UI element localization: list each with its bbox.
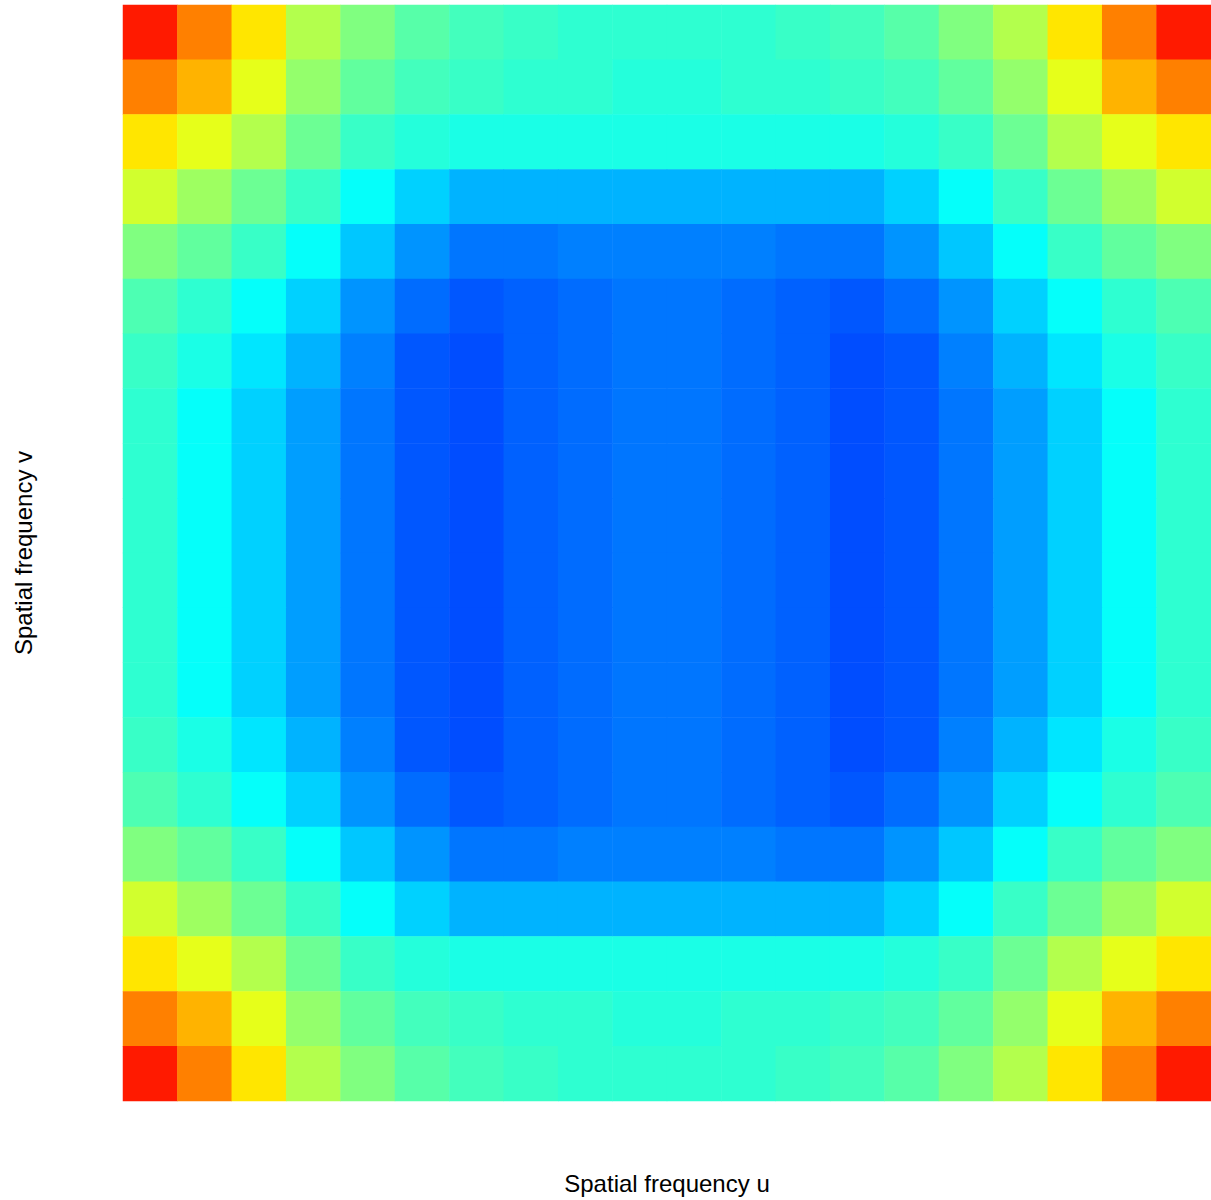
- svg-text:Spatial frequency v: Spatial frequency v: [10, 451, 37, 655]
- svg-text:Spatial frequency u: Spatial frequency u: [564, 1170, 769, 1197]
